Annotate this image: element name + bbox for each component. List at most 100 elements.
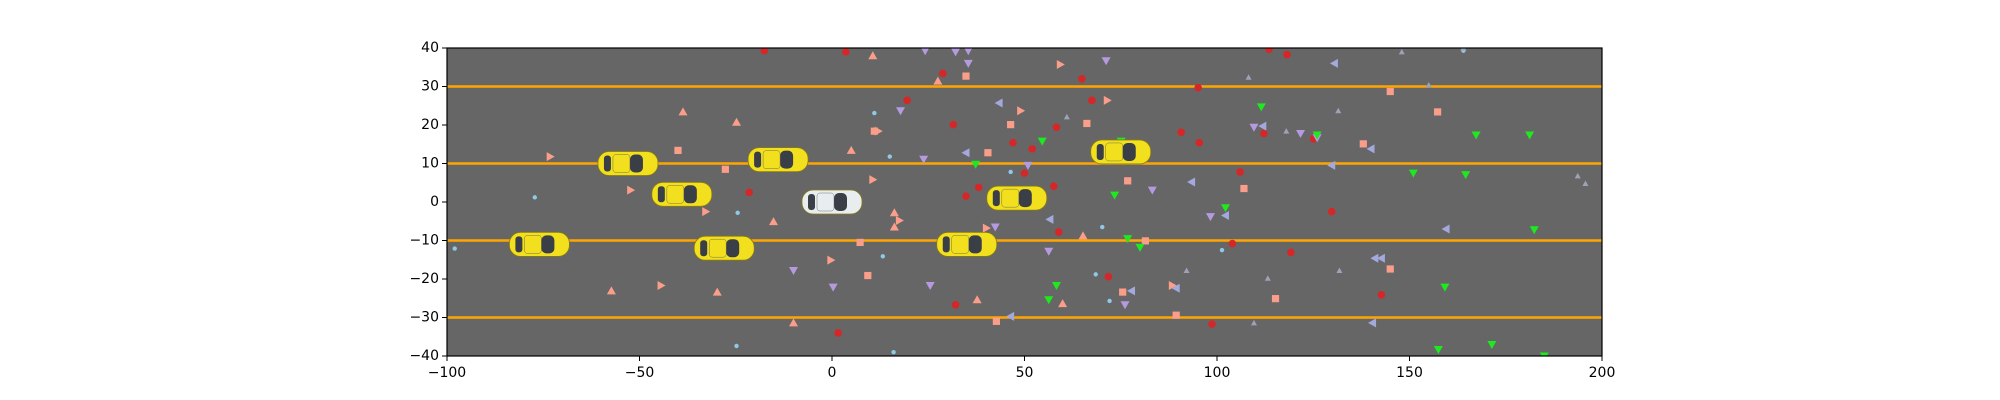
car-rear-window	[700, 240, 708, 257]
marker	[1574, 172, 1581, 179]
marker	[872, 110, 877, 116]
marker	[1172, 311, 1180, 319]
marker	[452, 246, 457, 251]
marker	[949, 120, 958, 129]
marker	[1434, 108, 1442, 116]
car-roof	[1001, 188, 1019, 208]
marker	[1147, 186, 1157, 195]
car-windshield	[629, 154, 643, 173]
x-tick-label: 0	[828, 365, 837, 381]
marker	[1425, 81, 1432, 88]
marker	[889, 222, 899, 231]
marker	[1440, 283, 1450, 292]
marker	[951, 48, 961, 57]
marker	[1228, 239, 1237, 248]
marker	[1461, 171, 1471, 180]
marker	[1093, 272, 1098, 277]
car	[693, 235, 755, 261]
car-roof	[816, 192, 835, 212]
marker	[880, 254, 886, 259]
marker	[674, 146, 682, 155]
marker	[1359, 140, 1367, 148]
marker	[1335, 107, 1342, 114]
marker	[868, 51, 878, 60]
marker	[1049, 182, 1058, 191]
marker	[951, 300, 960, 309]
car-windshield	[834, 193, 847, 211]
marker	[1008, 169, 1013, 175]
car	[651, 181, 713, 207]
car-windshield	[968, 235, 982, 254]
marker	[1135, 243, 1145, 252]
marker	[1487, 340, 1497, 349]
x-tick-label: 200	[1589, 365, 1616, 381]
car-roof	[951, 235, 969, 254]
marker	[834, 329, 842, 337]
marker	[1103, 95, 1112, 105]
marker	[1376, 253, 1385, 263]
marker	[1045, 214, 1054, 224]
marker	[1471, 131, 1481, 140]
marker	[1124, 177, 1132, 185]
marker	[1250, 319, 1257, 326]
marker	[933, 76, 943, 85]
car-windshield	[780, 150, 794, 169]
marker	[1366, 144, 1375, 154]
marker	[982, 223, 991, 233]
marker	[1258, 121, 1267, 131]
marker	[1287, 248, 1295, 257]
marker	[1052, 123, 1061, 132]
marker	[789, 318, 798, 327]
marker	[1006, 311, 1015, 321]
marker	[921, 48, 930, 56]
marker	[1063, 113, 1070, 120]
marker	[870, 127, 878, 135]
marker	[992, 317, 1000, 325]
marker	[735, 210, 740, 215]
marker	[1187, 177, 1196, 187]
marker	[842, 48, 850, 56]
marker	[1078, 75, 1086, 83]
car-windshield	[1018, 189, 1032, 208]
marker	[972, 295, 982, 304]
plot-area	[447, 48, 1602, 356]
marker	[939, 69, 947, 78]
marker	[1220, 204, 1230, 213]
car-roof	[762, 150, 781, 169]
y-tick-label: −40	[409, 348, 439, 364]
marker	[828, 283, 838, 292]
car-windshield	[726, 239, 740, 258]
marker	[1054, 228, 1063, 236]
car	[986, 185, 1048, 211]
marker	[1123, 235, 1133, 244]
marker	[1256, 103, 1266, 112]
marker	[896, 107, 906, 116]
y-tick-label: 0	[430, 194, 439, 210]
car-windshield	[1122, 142, 1136, 161]
marker	[990, 223, 1000, 232]
marker	[712, 287, 722, 296]
y-tick-label: 40	[421, 40, 439, 56]
marker	[1083, 119, 1091, 128]
marker	[768, 217, 778, 226]
marker	[891, 349, 896, 355]
car	[508, 231, 570, 257]
marker	[1120, 301, 1130, 310]
car-roof	[709, 238, 727, 258]
car-rear-window	[603, 155, 611, 172]
marker	[734, 343, 739, 349]
marker	[925, 282, 935, 291]
marker	[1249, 123, 1259, 132]
marker	[1370, 253, 1379, 263]
car-rear-window	[992, 190, 1000, 207]
y-tick-label: −30	[409, 310, 439, 326]
car-roof	[1105, 142, 1123, 162]
marker	[1441, 224, 1450, 234]
marker	[827, 255, 836, 265]
marker	[1245, 74, 1252, 80]
marker	[874, 126, 883, 136]
marker	[1329, 58, 1338, 68]
marker	[1386, 87, 1394, 96]
marker	[546, 152, 555, 162]
marker	[1539, 352, 1549, 356]
